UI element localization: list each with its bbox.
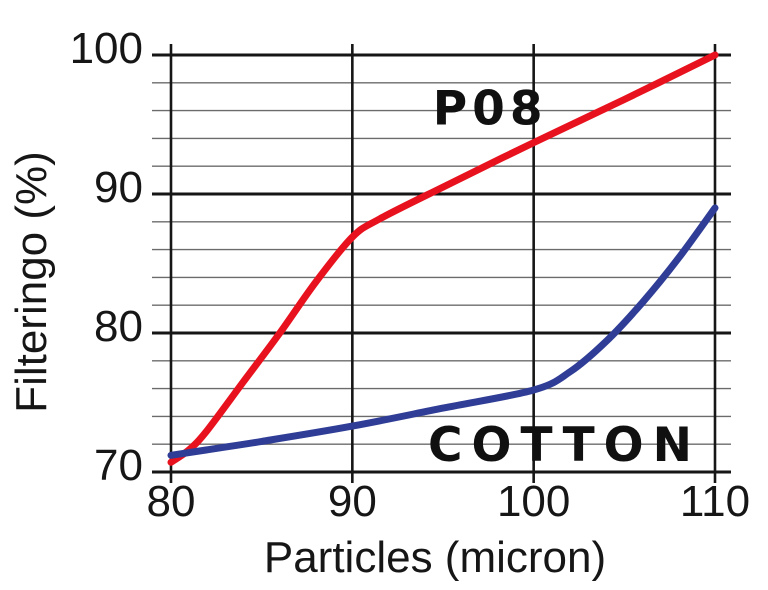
major-gridlines [152,53,731,474]
y-tick-label: 100 [70,24,143,73]
series-label-cotton: COTTON [428,418,701,473]
y-tick-label: 80 [94,302,143,351]
minor-gridlines [152,82,731,445]
series-line-cotton [167,204,719,459]
x-axis-title: Particles (micron) [264,533,606,582]
vertical-gridlines [169,44,717,483]
x-tick-label: 80 [147,477,196,526]
x-tick-label: 110 [680,477,750,526]
series-line-p08 [167,51,719,466]
x-tick-label: 90 [328,477,377,526]
y-axis-title: Filteringo (%) [7,151,56,413]
series-lines [167,51,719,466]
y-tick-label: 70 [94,441,143,490]
y-tick-label: 90 [94,163,143,212]
x-tick-label: 100 [497,477,570,526]
series-label-p08: P08 [433,82,548,137]
